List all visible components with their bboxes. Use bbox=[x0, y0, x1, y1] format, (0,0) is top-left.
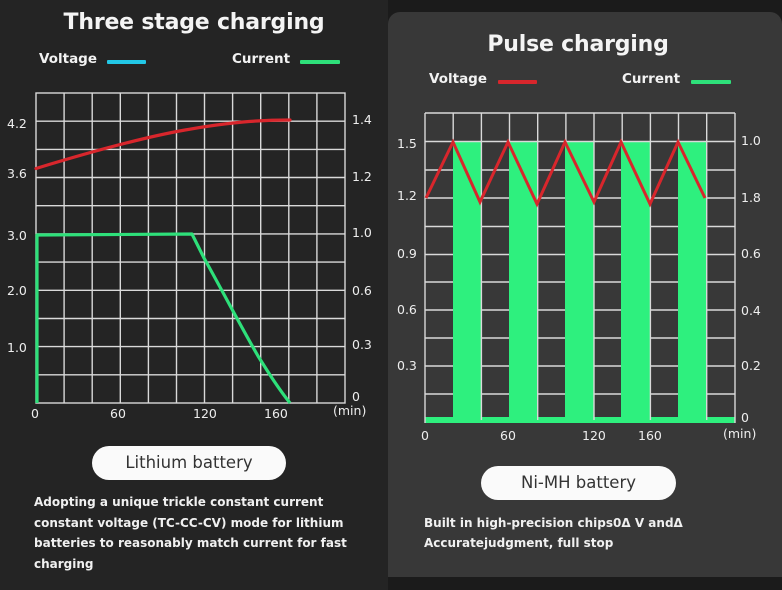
legend-current-label: Current bbox=[622, 71, 681, 87]
lithium-battery-button[interactable]: Lithium battery bbox=[92, 446, 286, 480]
y-left-tick: 1.5 bbox=[397, 136, 417, 151]
y-right-tick: 1.0 bbox=[352, 225, 372, 240]
y-left-tick: 0.9 bbox=[397, 246, 417, 261]
current-line bbox=[35, 232, 292, 404]
x-tick: 0 bbox=[421, 428, 429, 443]
y-right-tick: 0.2 bbox=[741, 358, 761, 373]
legend-voltage-swatch bbox=[498, 80, 537, 84]
panel-title: Three stage charging bbox=[63, 10, 325, 35]
legend-voltage-swatch bbox=[107, 60, 146, 64]
legend-current-swatch bbox=[691, 80, 731, 84]
lithium-description: Adopting a unique trickle constant curre… bbox=[34, 495, 347, 571]
x-tick: 60 bbox=[500, 428, 516, 443]
panel-title: Pulse charging bbox=[487, 32, 669, 57]
y-left-tick: 3.0 bbox=[7, 228, 27, 243]
y-left-tick: 0.3 bbox=[397, 358, 417, 373]
nimh-description-line2: Accuratejudgment, full stop bbox=[424, 536, 614, 550]
y-left-tick: 0.6 bbox=[397, 302, 417, 317]
x-axis-unit: (min) bbox=[333, 403, 367, 418]
y-right-tick: 0.4 bbox=[741, 303, 761, 318]
x-tick: 120 bbox=[582, 428, 606, 443]
y-right-tick: 0.6 bbox=[741, 246, 761, 261]
three-stage-chart bbox=[34, 92, 346, 404]
y-left-tick: 1.2 bbox=[397, 188, 417, 203]
y-left-tick: 2.0 bbox=[7, 283, 27, 298]
y-right-tick: 0 bbox=[352, 389, 360, 404]
chart-grid bbox=[35, 92, 346, 404]
x-tick: 120 bbox=[193, 406, 217, 421]
x-tick: 160 bbox=[264, 406, 288, 421]
y-right-tick: 1.0 bbox=[741, 133, 761, 148]
three-stage-charging-panel: Three stage charging Voltage Current bbox=[0, 0, 388, 590]
y-right-tick: 1.2 bbox=[352, 169, 372, 184]
x-tick: 160 bbox=[638, 428, 662, 443]
x-tick: 0 bbox=[31, 406, 39, 421]
y-left-tick: 1.0 bbox=[7, 340, 27, 355]
nimh-description-line1: Built in high-precision chips0Δ V andΔ bbox=[424, 516, 683, 530]
voltage-line bbox=[34, 118, 292, 171]
y-right-tick: 1.8 bbox=[741, 190, 761, 205]
y-right-tick: 0.6 bbox=[352, 283, 372, 298]
legend-voltage-label: Voltage bbox=[39, 51, 97, 67]
x-tick: 60 bbox=[110, 406, 126, 421]
legend-current-label: Current bbox=[232, 51, 291, 67]
y-right-tick: 0 bbox=[741, 410, 749, 425]
nimh-battery-button[interactable]: Ni-MH battery bbox=[481, 466, 676, 500]
y-left-tick: 3.6 bbox=[7, 166, 27, 181]
y-right-tick: 0.3 bbox=[352, 337, 372, 352]
x-axis-unit: (min) bbox=[723, 426, 757, 441]
y-left-tick: 4.2 bbox=[7, 116, 27, 131]
y-right-tick: 1.4 bbox=[352, 112, 372, 127]
legend-voltage-label: Voltage bbox=[429, 71, 487, 87]
legend-current-swatch bbox=[300, 60, 340, 64]
